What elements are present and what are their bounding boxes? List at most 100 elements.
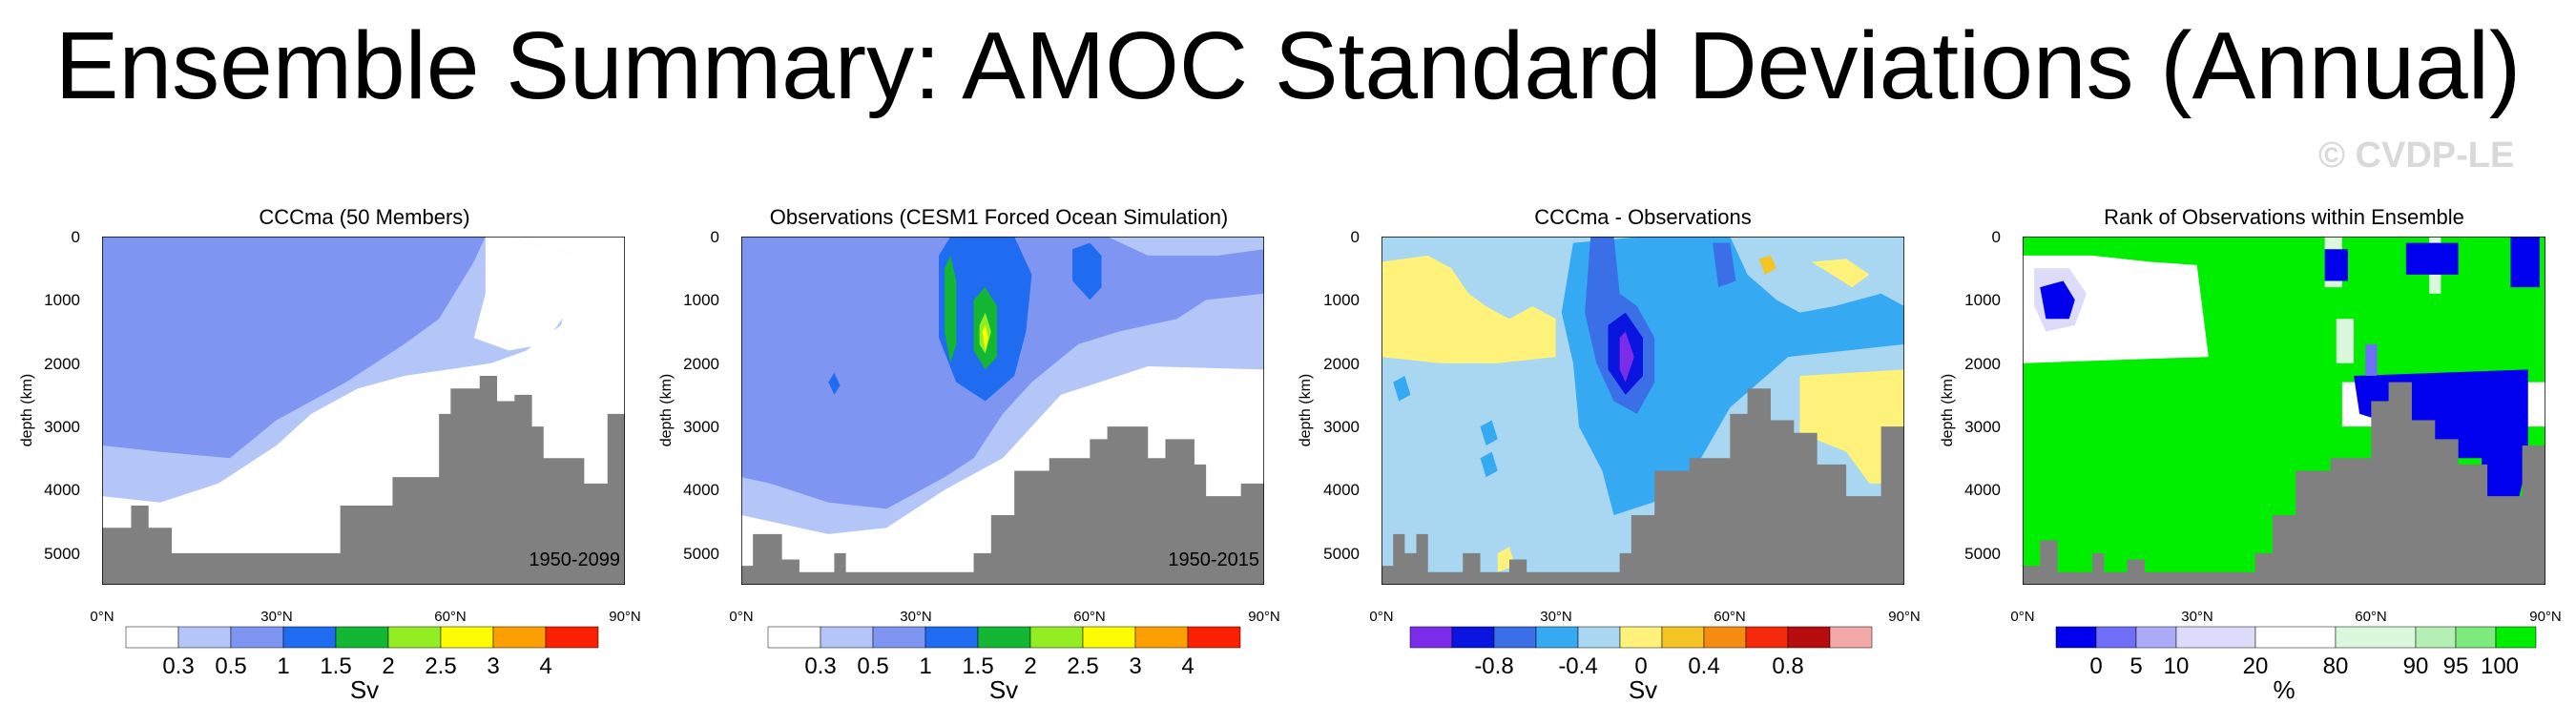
negative-anomaly-region	[1561, 237, 1904, 515]
colorbar: 0.3 0.5 1 1.5 2 2.5 3 4 Sv	[125, 626, 599, 704]
colorbar-unit: Sv	[350, 675, 379, 704]
colorbar-swatch	[1134, 626, 1189, 649]
colorbar-swatch	[545, 626, 599, 649]
y-tick-label: 2000	[1323, 355, 1360, 373]
contour-0.5-region	[102, 237, 486, 459]
colorbar-label: 1	[919, 653, 931, 679]
colorbar-swatch	[1703, 626, 1747, 649]
cvdp-watermark: © CVDP-LE	[2318, 135, 2515, 176]
x-tick-label: 90°N	[2529, 609, 2562, 625]
colorbar-label: 10	[2164, 653, 2190, 679]
colorbar-unit: Sv	[989, 675, 1018, 704]
y-tick-label: 1000	[683, 291, 719, 309]
plot-area	[102, 237, 625, 585]
x-tick-label: 90°N	[609, 609, 641, 625]
colorbar-label: -0.8	[1474, 653, 1513, 679]
panel-title: CCCma - Observations	[1534, 205, 1751, 229]
colorbar-swatch	[820, 626, 874, 649]
y-tick-label: 4000	[1964, 481, 2001, 499]
colorbar-label: 1	[277, 653, 289, 679]
y-tick-label: 3000	[44, 418, 80, 436]
colorbar-label: 5	[2129, 653, 2142, 679]
y-axis-label: depth (km)	[1298, 374, 1314, 446]
colorbar-swatch	[230, 626, 284, 649]
colorbar-label: 0.8	[1772, 653, 1803, 679]
colorbar-label: 0	[1634, 653, 1647, 679]
y-tick-label: 5000	[1964, 545, 2001, 563]
x-tick-label: 90°N	[1248, 609, 1280, 625]
y-tick-label: 4000	[1323, 481, 1360, 499]
panel-3: CCCma - Observations depth (km) 0 10	[1298, 205, 1921, 704]
colorbar-swatch	[1787, 626, 1831, 649]
plot-area	[2023, 237, 2545, 585]
colorbar-label: 80	[2323, 653, 2349, 679]
seafloor-mask	[102, 376, 625, 585]
x-tick-label: 60°N	[434, 609, 467, 625]
colorbar-swatch	[1082, 626, 1136, 649]
colorbar-label: 95	[2443, 653, 2469, 679]
colorbar-label: 3	[1129, 653, 1141, 679]
y-axis-label: depth (km)	[658, 374, 675, 446]
y-tick-label: 5000	[1323, 545, 1360, 563]
rank-80-90-region	[2336, 319, 2355, 363]
y-tick-label: 0	[72, 228, 80, 246]
colorbar-swatch	[924, 626, 979, 649]
rank-5-10-region	[2365, 343, 2378, 376]
rank-0-5-region	[2324, 249, 2348, 281]
colorbar-swatch	[2175, 626, 2256, 649]
seafloor-mask	[741, 426, 1264, 585]
colorbar-swatch	[1829, 626, 1873, 649]
y-tick-label: 2000	[683, 355, 719, 373]
colorbar-swatch	[2095, 626, 2137, 649]
colorbar-label: 1.5	[320, 653, 351, 679]
positive-anomaly-region	[1799, 369, 1904, 484]
positive-anomaly-region	[1381, 255, 1556, 363]
colorbar-swatch	[2254, 626, 2337, 649]
colorbar-swatch	[492, 626, 547, 649]
negative-anomaly-region	[1480, 420, 1498, 445]
x-tick-label: 60°N	[1714, 609, 1746, 625]
x-tick-label: 90°N	[1888, 609, 1921, 625]
colorbar-label: 2.5	[1067, 653, 1098, 679]
y-tick-label: 0	[1992, 228, 2001, 246]
y-tick-label: 0	[711, 228, 719, 246]
positive-anomaly-region	[1758, 255, 1777, 275]
contour-1-region	[1072, 242, 1102, 300]
colorbar-label: 0.5	[857, 653, 888, 679]
colorbar-swatch	[1619, 626, 1663, 649]
colorbar-label: 2	[382, 653, 394, 679]
colorbar-label: 3	[487, 653, 499, 679]
main-title: Ensemble Summary: AMOC Standard Deviatio…	[54, 12, 2522, 119]
colorbar-swatch	[767, 626, 821, 649]
colorbar-swatch	[1535, 626, 1579, 649]
y-axis-label: depth (km)	[1940, 374, 1956, 446]
y-tick-label: 3000	[1323, 418, 1360, 436]
panel-2: Observations (CESM1 Forced Ocean Simulat…	[658, 205, 1280, 704]
colorbar-swatch	[1451, 626, 1495, 649]
x-tick-label: 30°N	[900, 609, 932, 625]
panel-4: Rank of Observations within Ensemble dep…	[1940, 205, 2562, 704]
colorbar-swatch	[2055, 626, 2097, 649]
y-tick-label: 4000	[44, 481, 80, 499]
colorbar-swatch	[125, 626, 179, 649]
colorbar-swatch	[1661, 626, 1705, 649]
colorbar-label: 2	[1024, 653, 1036, 679]
colorbar-label: 2.5	[425, 653, 456, 679]
seafloor-mask	[2023, 382, 2545, 585]
panel-title: Observations (CESM1 Forced Ocean Simulat…	[770, 205, 1229, 229]
colorbar-swatch	[2135, 626, 2177, 649]
colorbar-swatch	[387, 626, 442, 649]
x-tick-label: 0°N	[90, 609, 114, 625]
contour-1-region	[828, 372, 841, 395]
colorbar-swatch	[1745, 626, 1789, 649]
colorbar-label: 90	[2403, 653, 2429, 679]
colorbar: -0.8 -0.4 0 0.4 0.8 Sv	[1409, 626, 1873, 704]
rank-0-5-region	[2405, 242, 2459, 275]
y-tick-label: 2000	[44, 355, 80, 373]
colorbar-label: 100	[2481, 653, 2519, 679]
colorbar-label: 0	[2089, 653, 2102, 679]
colorbar: 0 5 10 20 80 90 95 100 %	[2055, 626, 2537, 704]
contour-2.5-region	[982, 324, 988, 351]
y-tick-label: 2000	[1964, 355, 2001, 373]
period-label: 1950-2099	[529, 549, 620, 570]
